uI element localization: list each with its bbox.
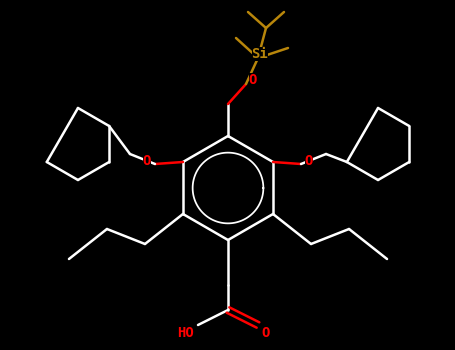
Text: Si: Si: [252, 47, 268, 61]
Text: HO: HO: [177, 326, 194, 340]
Text: O: O: [305, 154, 313, 168]
Text: O: O: [262, 326, 270, 340]
Text: O: O: [143, 154, 151, 168]
Text: O: O: [249, 73, 257, 87]
